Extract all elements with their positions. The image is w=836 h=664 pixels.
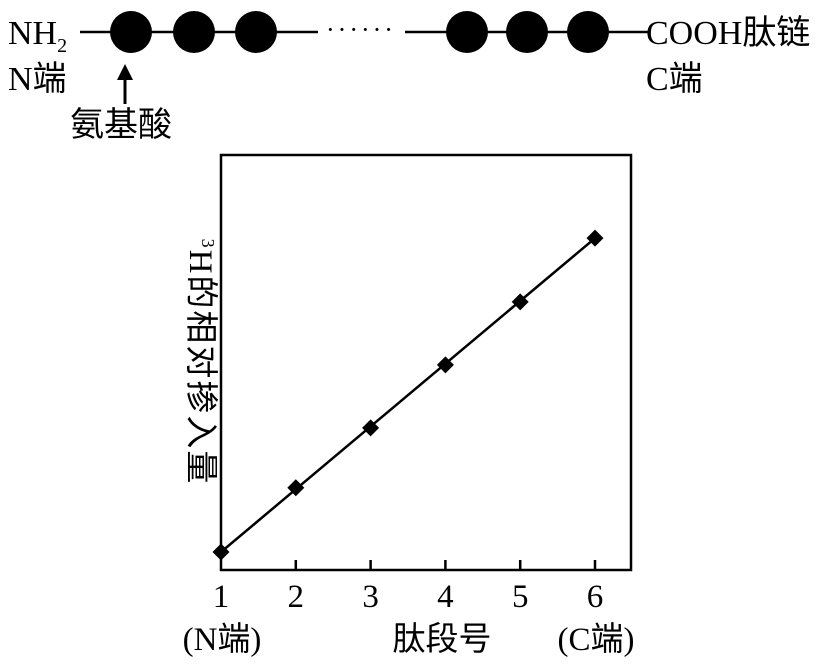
diamond-marker xyxy=(436,356,454,374)
n-group-label: NH2 xyxy=(8,15,67,57)
y-axis-title-superscript: 3 xyxy=(198,239,218,250)
series-markers xyxy=(212,229,604,561)
x-tick-label: 1 xyxy=(213,579,230,615)
x-end-note-c: (C端) xyxy=(558,622,635,658)
x-tick-labels: 1 2 3 4 5 6 xyxy=(213,579,604,615)
series-line xyxy=(220,237,596,553)
diamond-marker xyxy=(586,229,604,247)
x-tick-marks xyxy=(294,560,597,570)
plot-frame xyxy=(219,153,633,572)
x-tick-label: 3 xyxy=(362,579,379,615)
diamond-marker xyxy=(287,479,305,497)
n-end-label: N端 xyxy=(8,61,67,98)
x-tick-label: 6 xyxy=(587,579,604,615)
amino-acid-label: 氨基酸 xyxy=(70,106,172,144)
c-end-label: C端 xyxy=(646,61,703,98)
c-group-label: COOH肽链 xyxy=(646,14,810,52)
y-axis-title-text: H的相对掺入量 xyxy=(182,250,219,486)
x-end-note-n: (N端) xyxy=(183,622,262,658)
x-tick-label: 4 xyxy=(437,579,454,615)
diamond-marker xyxy=(212,543,230,561)
x-tick-label: 5 xyxy=(512,579,529,615)
svg-text:3H的相对掺入量: 3H的相对掺入量 xyxy=(182,239,219,486)
x-tick-label: 2 xyxy=(288,579,305,615)
diamond-marker xyxy=(511,293,529,311)
x-axis-title: 肽段号 xyxy=(393,621,492,658)
peptide-chain-diagram: NH2 ······ COOH肽链 N端 C端 氨基酸 xyxy=(8,11,810,144)
amino-acid-residue xyxy=(173,11,215,53)
y-axis-title: 3H的相对掺入量 xyxy=(182,239,219,486)
amino-acid-residue xyxy=(446,11,488,53)
up-arrow-icon xyxy=(117,64,133,80)
amino-acid-residue xyxy=(110,11,152,53)
diamond-marker xyxy=(362,419,380,437)
amino-acid-residue xyxy=(235,11,277,53)
amino-acid-residue xyxy=(567,11,609,53)
amino-acid-residue xyxy=(506,11,548,53)
chain-ellipsis: ······ xyxy=(326,15,396,44)
